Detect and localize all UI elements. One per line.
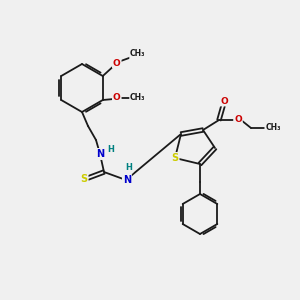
Text: O: O — [234, 116, 242, 124]
Text: N: N — [96, 149, 104, 159]
Text: O: O — [220, 97, 228, 106]
Text: S: S — [171, 153, 178, 163]
Text: S: S — [80, 174, 88, 184]
Text: CH₃: CH₃ — [265, 124, 281, 133]
Text: O: O — [113, 58, 121, 68]
Text: H: H — [108, 145, 114, 154]
Text: H: H — [126, 164, 132, 172]
Text: CH₃: CH₃ — [130, 94, 146, 103]
Text: CH₃: CH₃ — [130, 50, 146, 58]
Text: O: O — [113, 94, 121, 103]
Text: N: N — [123, 175, 131, 185]
